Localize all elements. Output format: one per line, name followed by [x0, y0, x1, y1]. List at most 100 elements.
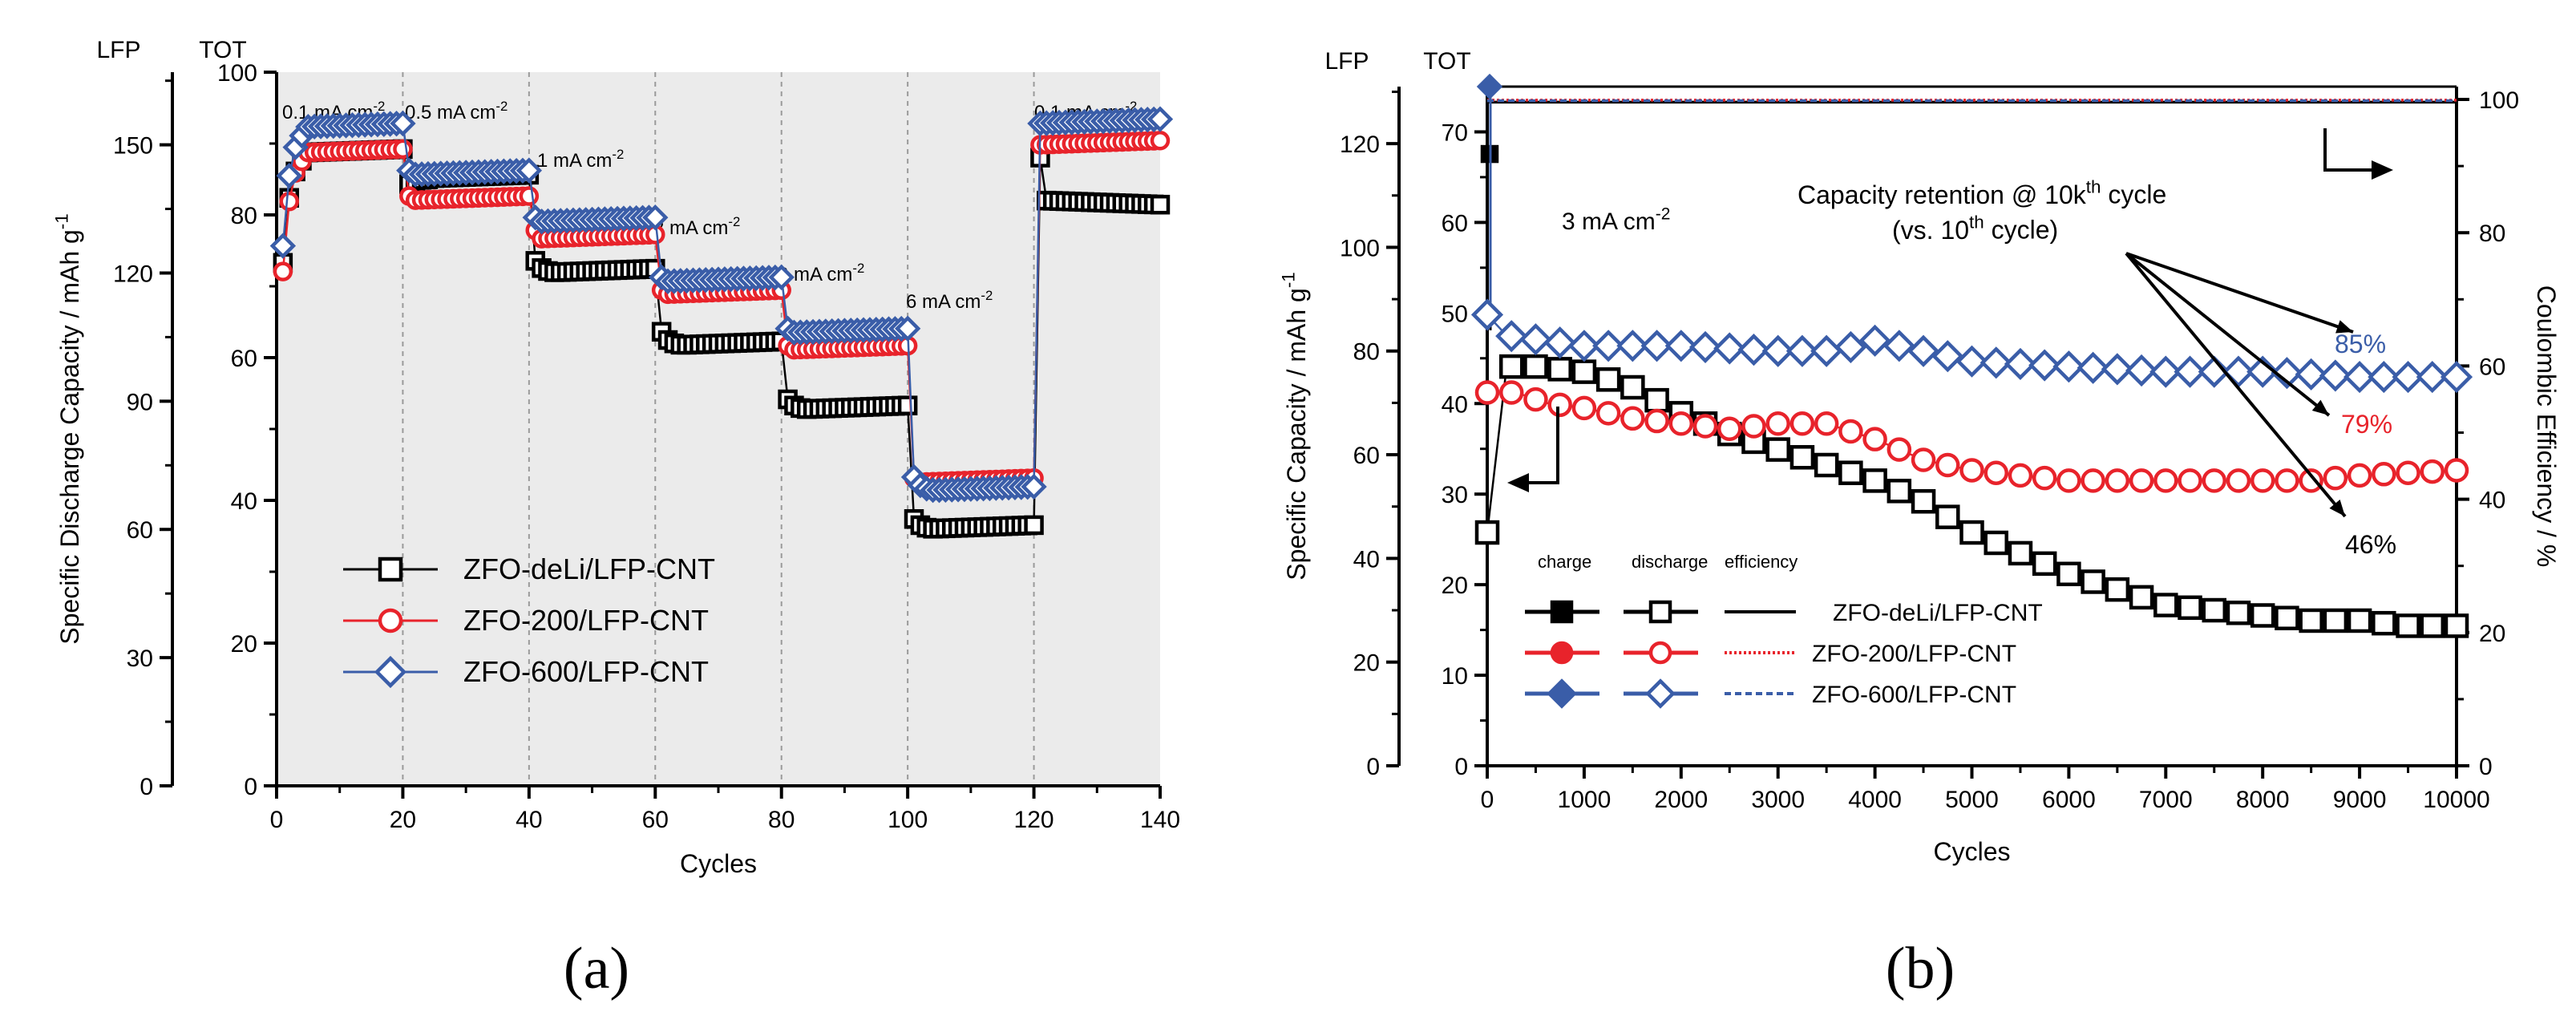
current-density-label: 3 mA cm-2 — [1562, 204, 1670, 235]
current-density-label: 0.5 mA cm-2 — [405, 99, 508, 123]
current-density-label: 2 mA cm-2 — [653, 214, 740, 239]
data-point-diamond — [276, 163, 302, 189]
data-point-circle — [393, 139, 413, 160]
legend-label: ZFO-600/LFP-CNT — [463, 655, 709, 688]
data-point-diamond — [1664, 330, 1697, 362]
y-tot-tick-label: 20 — [1442, 573, 1468, 599]
y-lfp-tick-label: 80 — [1353, 339, 1380, 366]
data-point-diamond — [1688, 330, 1722, 363]
data-point-diamond — [1470, 298, 1504, 331]
x-tick-label: 120 — [1014, 807, 1054, 833]
y-efficiency-tick-label: 100 — [2479, 87, 2519, 114]
data-point-diamond — [1021, 473, 1047, 500]
x-tick-label: 20 — [390, 807, 416, 833]
x-tick-label: 80 — [768, 807, 795, 833]
y-tot-tick-label: 70 — [1442, 119, 1468, 146]
data-point-square — [1620, 374, 1645, 400]
data-point-circle — [519, 186, 540, 206]
data-point-circle — [2032, 465, 2057, 491]
data-point-circle — [2420, 459, 2445, 484]
data-point-circle — [1984, 460, 2008, 485]
data-point-circle — [1838, 419, 1863, 444]
data-point-circle — [2226, 468, 2251, 493]
data-point-diamond — [1955, 345, 1988, 378]
data-point-circle — [279, 191, 299, 212]
capacity-axis-pointer — [1527, 407, 1559, 484]
data-point-circle — [1717, 416, 1742, 441]
legend-discharge-marker-square — [1648, 600, 1672, 624]
data-point-square — [2008, 540, 2033, 566]
data-point-diamond — [2101, 353, 2133, 386]
data-point-diamond — [2440, 360, 2473, 394]
data-point-circle — [1741, 414, 1766, 439]
data-point-square — [1789, 445, 1815, 470]
x-tick-label: 7000 — [2139, 787, 2193, 813]
legend-header: charge — [1538, 552, 1591, 572]
data-point-circle — [2056, 468, 2081, 493]
y-tot-tick-label: 30 — [1442, 482, 1468, 508]
data-point-square — [1644, 387, 1669, 413]
y-lfp-tick-label: 120 — [113, 261, 153, 287]
legend-charge-marker-circle — [1550, 641, 1574, 665]
data-point-square — [1523, 354, 1548, 379]
x-tick-label: 6000 — [2042, 787, 2096, 813]
data-point-square — [2372, 610, 2396, 636]
x-axis-title: Cycles — [1933, 837, 2010, 866]
x-tick-label: 140 — [1140, 807, 1180, 833]
data-point-circle — [1935, 452, 1960, 478]
panel-a: 0 20 40 60 80 100 120 140 0 20 40 60 80 100 0 30 60 90 120… — [52, 37, 1180, 878]
data-point-circle — [2008, 463, 2033, 488]
data-point-circle — [1595, 401, 1621, 426]
data-point-square — [2275, 605, 2299, 630]
data-point-circle — [1547, 392, 1572, 418]
data-point-square — [1814, 452, 1839, 478]
data-point-diamond — [390, 110, 416, 137]
data-point-circle — [1620, 406, 1645, 431]
caption-a: (a) — [564, 936, 629, 1002]
data-point-circle — [2178, 468, 2202, 493]
data-point-diamond — [269, 233, 297, 259]
data-point-diamond — [2004, 347, 2037, 380]
data-point-square — [1571, 359, 1597, 384]
data-point-square — [1935, 504, 1960, 529]
y-efficiency-tick-label: 80 — [2479, 221, 2505, 247]
efficiency-axis-pointer-head — [2372, 160, 2393, 180]
legend-label: ZFO-600/LFP-CNT — [1812, 682, 2016, 708]
data-point-circle — [1959, 458, 1984, 483]
y2-axis-title: Coulombic Efficiency / % — [2532, 285, 2561, 568]
data-point-circle — [1765, 411, 1790, 436]
retention-arrow — [2125, 252, 2354, 334]
retention-arrow — [2125, 252, 2347, 518]
x-tick-label: 3000 — [1751, 787, 1805, 813]
data-point-diamond — [2174, 355, 2206, 388]
axis-header-lfp: LFP — [96, 37, 140, 63]
data-point-diamond — [1519, 323, 1552, 356]
data-point-diamond — [1858, 324, 1891, 357]
data-point-square — [1838, 460, 1863, 485]
data-point-circle — [1523, 387, 1548, 412]
y-tot-tick-label: 40 — [231, 488, 257, 515]
data-point-square — [2444, 613, 2469, 638]
data-point-circle — [1668, 411, 1694, 436]
data-point-square — [1911, 489, 1936, 514]
data-point-diamond — [2343, 360, 2376, 394]
y-axis-title: Specific Capacity / mAh g-1 — [1279, 272, 1311, 581]
legend-header: efficiency — [1725, 552, 1798, 572]
data-point-circle — [2372, 462, 2396, 487]
legend-discharge-marker-circle — [1648, 641, 1672, 665]
current-density-label: 6 mA cm-2 — [906, 288, 993, 313]
y-lfp-tick-label: 40 — [1353, 546, 1380, 573]
y-efficiency-tick-label: 0 — [2479, 754, 2493, 780]
current-density-label: 1 mA cm-2 — [537, 147, 624, 172]
axis-header-tot: TOT — [199, 37, 246, 63]
data-point-circle — [1644, 408, 1669, 434]
x-tick-label: 9000 — [2333, 787, 2387, 813]
data-point-circle — [1571, 395, 1597, 421]
data-point-diamond — [2295, 358, 2327, 391]
data-point-square — [1887, 479, 1912, 504]
data-point-diamond — [1737, 334, 1770, 366]
data-point-circle — [2275, 468, 2299, 493]
x-tick-label: 2000 — [1654, 787, 1708, 813]
x-tick-label: 4000 — [1848, 787, 1902, 813]
